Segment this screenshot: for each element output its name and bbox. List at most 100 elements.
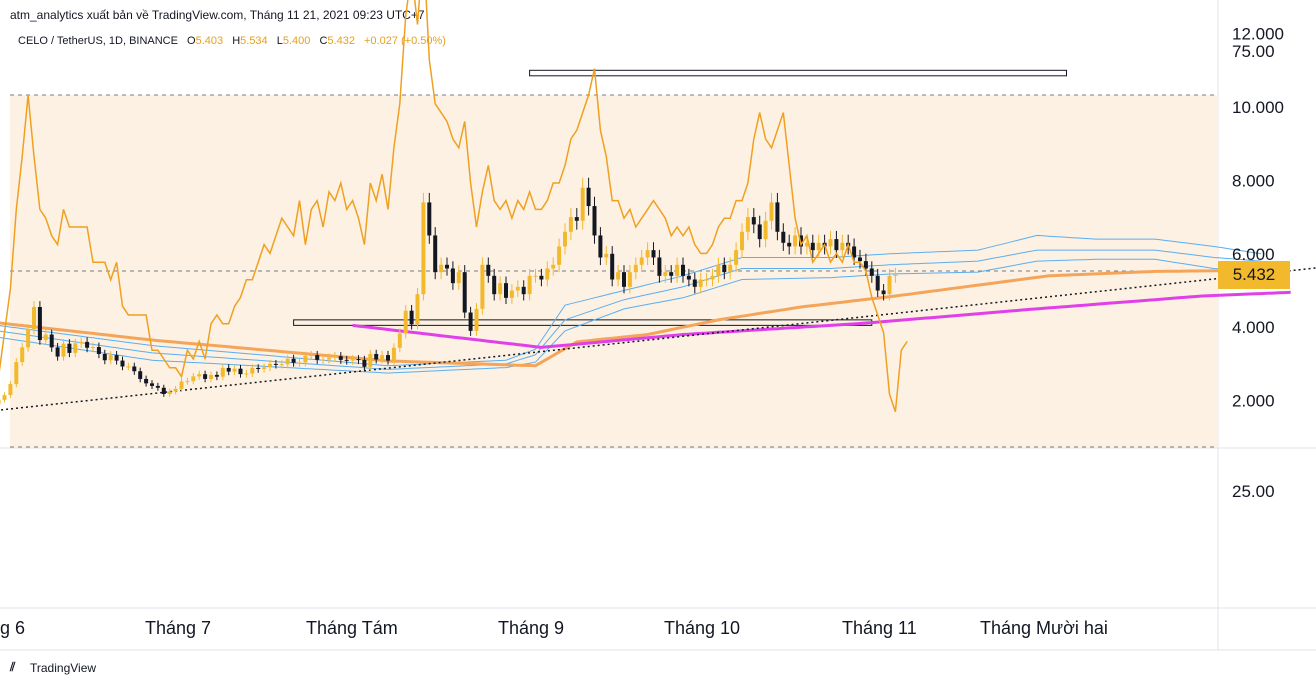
candle-body: [804, 242, 809, 247]
candle: [793, 227, 798, 255]
candle: [610, 246, 615, 287]
candle: [191, 372, 196, 385]
symbol-label[interactable]: CELO / TetherUS, 1D, BINANCE: [18, 35, 178, 47]
candle: [545, 261, 550, 287]
rectangle-drawing-1[interactable]: [529, 69, 1067, 77]
candle: [73, 338, 78, 358]
candle: [185, 377, 190, 385]
candle-body: [421, 202, 426, 295]
candle: [409, 304, 414, 330]
candle-body: [37, 307, 42, 341]
candle-body: [828, 239, 833, 247]
candle-body: [863, 261, 868, 269]
candle-body: [598, 235, 603, 258]
candle: [161, 384, 166, 397]
candle-body: [852, 246, 857, 258]
candle: [734, 242, 739, 273]
candle: [55, 342, 60, 361]
candle-body: [61, 343, 66, 357]
change-value: +0.027 (+0.50%): [364, 35, 446, 47]
candle-body: [580, 187, 585, 221]
candle: [828, 230, 833, 255]
candle-body: [722, 264, 727, 273]
price-tick-label: 4.000: [1232, 318, 1275, 337]
candle-body: [734, 250, 739, 265]
candle-body: [114, 355, 119, 361]
candle-body: [433, 235, 438, 273]
candle: [533, 268, 538, 283]
candle: [244, 369, 249, 378]
candle-body: [415, 294, 420, 325]
candle: [450, 261, 455, 290]
candle-body: [799, 235, 803, 247]
candle: [622, 265, 626, 294]
candle-body: [386, 355, 390, 361]
candle-body: [616, 272, 621, 280]
candle-body: [586, 187, 591, 207]
candle: [686, 268, 691, 287]
candle-body: [663, 272, 668, 276]
time-tick-label: Tháng 9: [498, 618, 564, 638]
candle: [592, 196, 597, 244]
candle: [321, 355, 326, 364]
candle-body: [279, 364, 284, 366]
time-tick-label: Tháng Tám: [306, 618, 398, 638]
ohlc-legend: CELO / TetherUS, 1D, BINANCE O5.403 H5.5…: [18, 35, 446, 47]
candle-body: [704, 279, 709, 281]
candle-body: [368, 353, 373, 367]
candle-body: [450, 268, 455, 284]
candle: [722, 257, 727, 280]
candle: [704, 272, 709, 287]
candle: [285, 354, 290, 369]
candle: [315, 350, 320, 364]
candle: [728, 257, 733, 280]
candle-body: [816, 242, 821, 251]
candle-body: [85, 341, 90, 348]
trendline-drawing[interactable]: [0, 261, 1316, 415]
candle-body: [91, 347, 95, 349]
candle: [197, 370, 202, 380]
candle: [232, 364, 237, 376]
dotted-trendline[interactable]: [0, 261, 1316, 415]
price-tick-label: 12.000: [1232, 25, 1284, 44]
candle: [386, 350, 390, 365]
candle-body: [456, 272, 461, 284]
candle-body: [604, 253, 609, 258]
candle: [521, 280, 526, 301]
candle-body: [787, 242, 792, 247]
candle-body: [840, 242, 845, 251]
candle-body: [14, 362, 19, 385]
candle-body: [138, 371, 143, 379]
candle: [492, 268, 497, 301]
tradingview-logo-icon[interactable]: ⫽: [10, 660, 16, 674]
candle: [0, 399, 1, 405]
candle: [810, 234, 815, 258]
candle-body: [622, 272, 626, 287]
candle-body: [126, 366, 131, 368]
candle: [858, 249, 862, 269]
candle: [427, 192, 432, 244]
candle-body: [144, 378, 149, 384]
candle: [8, 380, 13, 398]
candle-body: [645, 250, 650, 258]
candle-body: [315, 355, 320, 360]
candle-body: [26, 329, 31, 348]
candle: [368, 349, 373, 371]
candle: [256, 364, 261, 373]
brand-label[interactable]: TradingView: [30, 660, 97, 675]
candle-body: [669, 272, 674, 276]
candle: [445, 257, 449, 276]
candle-body: [332, 356, 337, 358]
band-line-3: [0, 258, 1262, 374]
rsi-tick-label: 75.00: [1232, 42, 1275, 61]
candle: [669, 265, 674, 283]
candle: [238, 364, 243, 378]
publisher-header: atm_analytics xuất bản về TradingView.co…: [10, 8, 425, 22]
candle: [279, 360, 284, 369]
candle-body: [568, 217, 573, 232]
candle: [114, 350, 119, 365]
candle-body: [592, 206, 597, 236]
candle-body: [161, 387, 166, 394]
candle-body: [858, 257, 862, 262]
